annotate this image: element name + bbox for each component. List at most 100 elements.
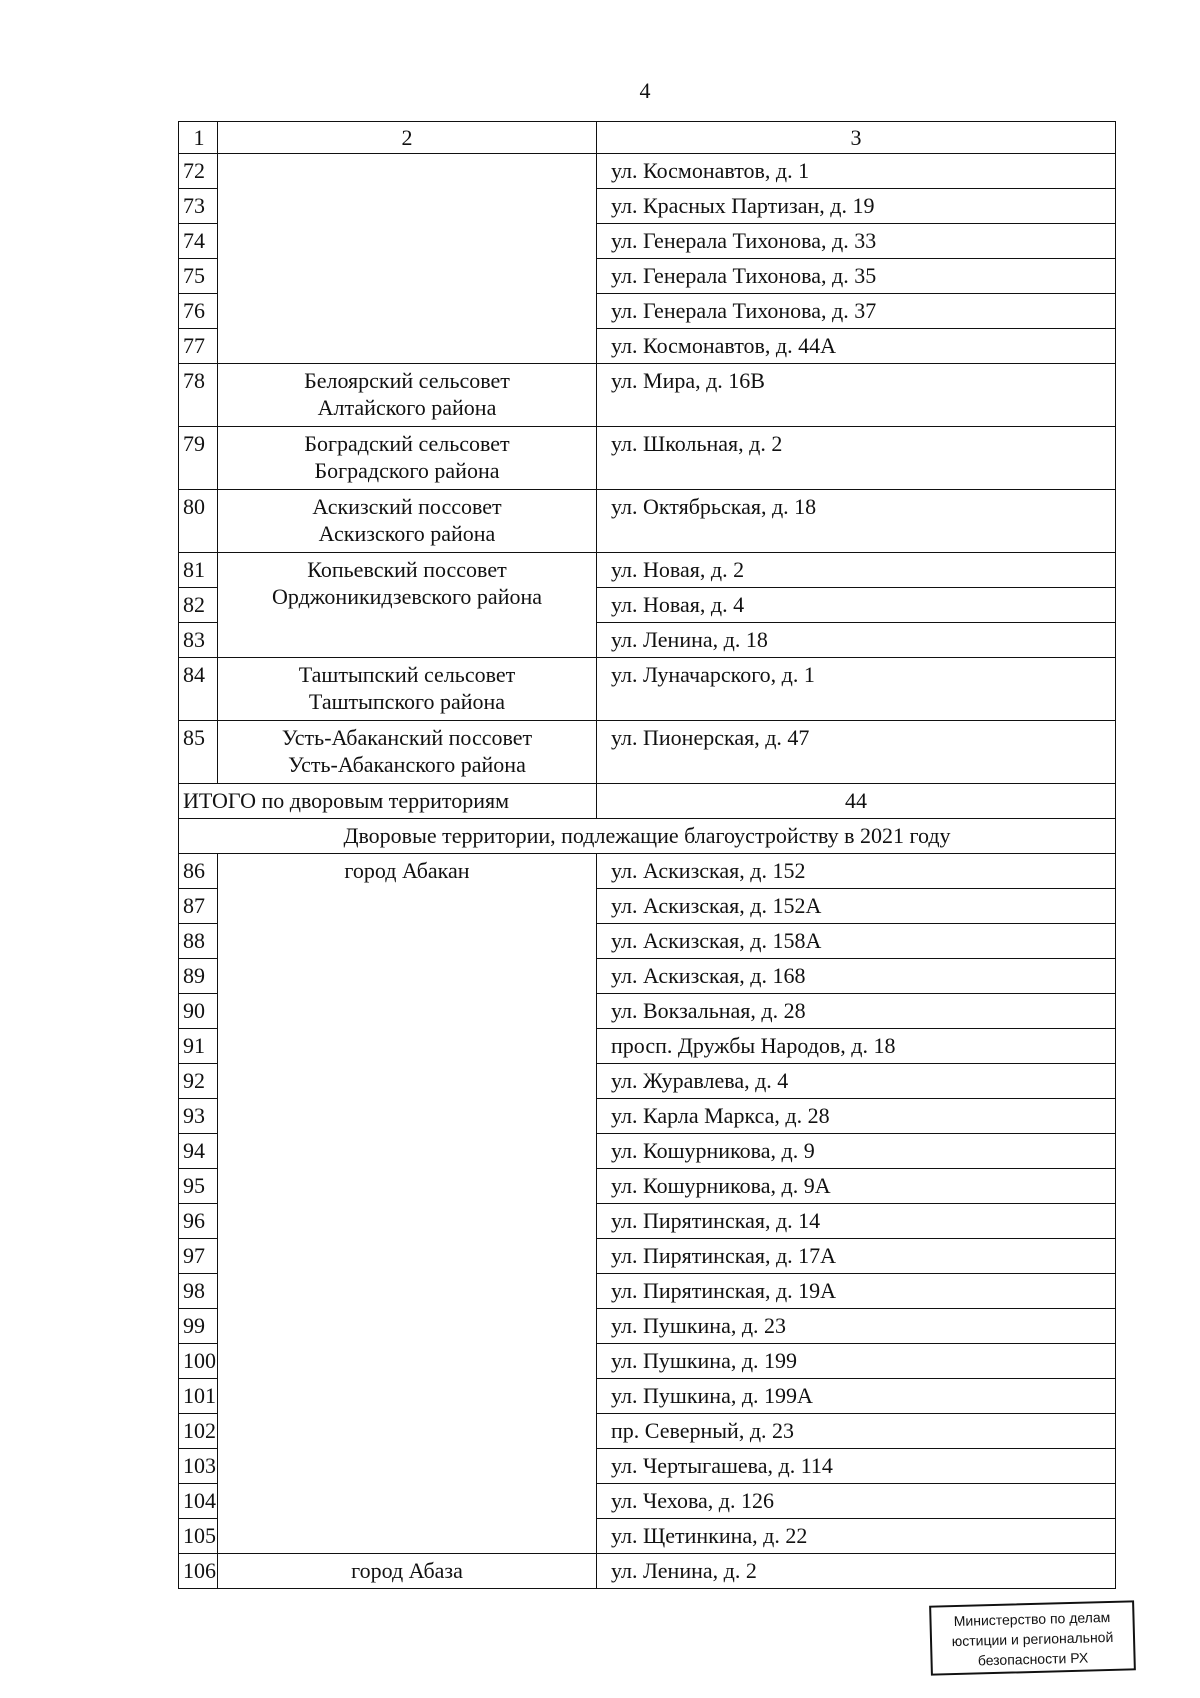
row-number: 87 xyxy=(178,888,218,924)
table-row: 106 город Абаза ул. Ленина, д. 2 xyxy=(178,1553,1116,1589)
municipality-line: Белоярский сельсовет xyxy=(304,368,510,393)
table-row: 96 ул. Пирятинская, д. 14 xyxy=(178,1203,1116,1239)
address-cell: ул. Аскизская, д. 168 xyxy=(596,958,1116,994)
address-cell: ул. Школьная, д. 2 xyxy=(596,426,1116,490)
row-number: 80 xyxy=(178,489,218,553)
row-number: 83 xyxy=(178,622,218,658)
address-cell: ул. Новая, д. 4 xyxy=(596,587,1116,623)
address-cell: ул. Мира, д. 16В xyxy=(596,363,1116,427)
row-number: 88 xyxy=(178,923,218,959)
address-cell: ул. Космонавтов, д. 44А xyxy=(596,328,1116,364)
page-number: 4 xyxy=(639,78,651,103)
row-number: 76 xyxy=(178,293,218,329)
municipality-line: Таштыпского района xyxy=(308,689,506,714)
row-number: 89 xyxy=(178,958,218,994)
column-header-3: 3 xyxy=(596,121,1116,154)
address-cell: ул. Космонавтов, д. 1 xyxy=(596,153,1116,189)
section-title: Дворовые территории, подлежащие благоуст… xyxy=(178,818,1116,854)
total-value: 44 xyxy=(596,783,1116,819)
table-row: 78 Белоярский сельсовет Алтайского района у… xyxy=(178,363,1116,427)
row-number: 101 xyxy=(178,1378,218,1414)
yard-territories-table: 1 2 3 72 ул. Космонавтов, д. 1 73 ул. Красн… xyxy=(178,121,1116,1589)
table-row: 80 Аскизский поссовет Аскизского района ул.… xyxy=(178,489,1116,553)
row-number: 79 xyxy=(178,426,218,490)
address-cell: ул. Генерала Тихонова, д. 33 xyxy=(596,223,1116,259)
table-row: 86 город Абакан ул. Аскизская, д. 152 xyxy=(178,853,1116,1554)
address-cell: ул. Щетинкина, д. 22 xyxy=(596,1518,1116,1554)
address-cell: ул. Новая, д. 2 xyxy=(596,552,1116,588)
row-number: 74 xyxy=(178,223,218,259)
municipality-cell: Аскизский поссовет Аскизского района xyxy=(217,489,597,553)
row-number: 90 xyxy=(178,993,218,1029)
municipality-line: Аскизский поссовет xyxy=(312,494,502,519)
row-number: 99 xyxy=(178,1308,218,1344)
table-row: 99 ул. Пушкина, д. 23 xyxy=(178,1308,1116,1344)
table-row: 74 ул. Генерала Тихонова, д. 33 xyxy=(178,223,1116,259)
address-cell: ул. Аскизская, д. 152 xyxy=(596,853,1116,889)
row-number: 104 xyxy=(178,1483,218,1519)
table-row: 72 ул. Космонавтов, д. 1 xyxy=(178,153,1116,364)
row-number: 73 xyxy=(178,188,218,224)
row-number: 78 xyxy=(178,363,218,427)
municipality-line: Копьевский поссовет xyxy=(307,557,507,582)
row-number: 94 xyxy=(178,1133,218,1169)
row-number: 81 xyxy=(178,552,218,588)
address-cell: пр. Северный, д. 23 xyxy=(596,1413,1116,1449)
address-cell: ул. Журавлева, д. 4 xyxy=(596,1063,1116,1099)
address-cell: ул. Красных Партизан, д. 19 xyxy=(596,188,1116,224)
address-cell: ул. Ленина, д. 2 xyxy=(596,1553,1116,1589)
table-row: 94 ул. Кошурникова, д. 9 xyxy=(178,1133,1116,1169)
table-header-row: 1 2 3 xyxy=(178,121,1116,154)
table-row: 105 ул. Щетинкина, д. 22 xyxy=(178,1518,1116,1554)
municipality-line: город Абакан xyxy=(344,858,470,883)
municipality-line: Алтайского района xyxy=(317,395,497,420)
row-number: 97 xyxy=(178,1238,218,1274)
address-cell: ул. Пионерская, д. 47 xyxy=(596,720,1116,784)
address-cell: ул. Вокзальная, д. 28 xyxy=(596,993,1116,1029)
row-number: 72 xyxy=(178,153,218,189)
address-cell: ул. Пушкина, д. 23 xyxy=(596,1308,1116,1344)
address-cell: ул. Пушкина, д. 199А xyxy=(596,1378,1116,1414)
row-number: 105 xyxy=(178,1518,218,1554)
row-number: 96 xyxy=(178,1203,218,1239)
municipality-cell: Боградский сельсовет Боградского района xyxy=(217,426,597,490)
address-cell: ул. Генерала Тихонова, д. 35 xyxy=(596,258,1116,294)
table-row: 88 ул. Аскизская, д. 158А xyxy=(178,923,1116,959)
municipality-cell: Копьевский поссовет Орджоникидзевского ра… xyxy=(217,552,597,658)
municipality-cell: город Абаза xyxy=(217,1553,597,1589)
address-cell: ул. Аскизская, д. 158А xyxy=(596,923,1116,959)
row-number: 92 xyxy=(178,1063,218,1099)
row-number: 93 xyxy=(178,1098,218,1134)
row-number: 75 xyxy=(178,258,218,294)
row-number: 77 xyxy=(178,328,218,364)
table-row: 93 ул. Карла Маркса, д. 28 xyxy=(178,1098,1116,1134)
address-cell: ул. Чертыгашева, д. 114 xyxy=(596,1448,1116,1484)
municipality-line: Усть-Абаканский поссовет xyxy=(281,725,533,750)
municipality-line: город Абаза xyxy=(351,1558,463,1583)
table-row: 87 ул. Аскизская, д. 152А xyxy=(178,888,1116,924)
address-cell: ул. Кошурникова, д. 9 xyxy=(596,1133,1116,1169)
row-number: 100 xyxy=(178,1343,218,1379)
municipality-line: Боградского района xyxy=(314,458,500,483)
municipality-cell: Усть-Абаканский поссовет Усть-Абаканского… xyxy=(217,720,597,784)
row-number: 102 xyxy=(178,1413,218,1449)
table-row: 89 ул. Аскизская, д. 168 xyxy=(178,958,1116,994)
municipality-cell: Таштыпский сельсовет Таштыпского района xyxy=(217,657,597,721)
row-number: 82 xyxy=(178,587,218,623)
address-cell: ул. Ленина, д. 18 xyxy=(596,622,1116,658)
address-cell: ул. Октябрьская, д. 18 xyxy=(596,489,1116,553)
municipality-cell: Белоярский сельсовет Алтайского района xyxy=(217,363,597,427)
municipality-line: Таштыпский сельсовет xyxy=(298,662,516,687)
table-row: 101 ул. Пушкина, д. 199А xyxy=(178,1378,1116,1414)
municipality-line: Боградский сельсовет xyxy=(304,431,510,456)
address-cell: ул. Пирятинская, д. 19А xyxy=(596,1273,1116,1309)
column-header-2: 2 xyxy=(217,121,597,154)
table-row: 81 Копьевский поссовет Орджоникидзевского … xyxy=(178,552,1116,658)
table-row: 82 ул. Новая, д. 4 xyxy=(178,587,1116,623)
row-number: 86 xyxy=(178,853,218,889)
row-number: 98 xyxy=(178,1273,218,1309)
municipality-cell xyxy=(217,153,597,364)
table-row: 84 Таштыпский сельсовет Таштыпского района… xyxy=(178,657,1116,721)
table-row: 91 просп. Дружбы Народов, д. 18 xyxy=(178,1028,1116,1064)
address-cell: ул. Карла Маркса, д. 28 xyxy=(596,1098,1116,1134)
